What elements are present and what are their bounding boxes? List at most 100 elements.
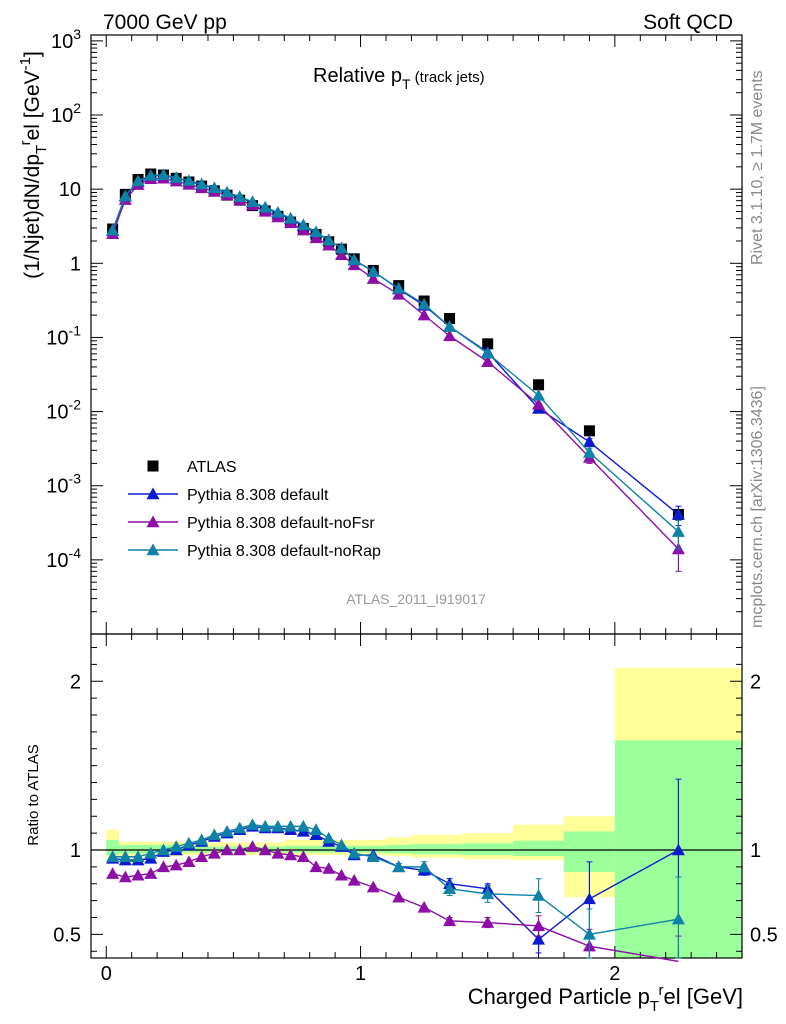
data-point bbox=[195, 177, 209, 190]
header-right: Soft QCD bbox=[643, 11, 733, 34]
legend-label: Pythia 8.308 default-noFsr bbox=[187, 515, 375, 532]
legend-marker bbox=[146, 543, 160, 556]
data-point bbox=[443, 914, 457, 927]
y-tick-label: 0.5 bbox=[53, 924, 81, 946]
data-point bbox=[258, 819, 272, 832]
analysis-label: ATLAS_2011_I919017 bbox=[346, 591, 486, 607]
legend: ATLAS Pythia 8.308 default Pythia 8.308 de… bbox=[128, 459, 381, 560]
data-point bbox=[671, 525, 685, 537]
data-point bbox=[443, 329, 457, 342]
legend-marker bbox=[146, 487, 160, 500]
y-tick-label: 102 bbox=[51, 100, 81, 127]
data-point bbox=[532, 932, 546, 945]
data-point bbox=[284, 819, 298, 832]
data-point bbox=[334, 241, 348, 254]
data-point bbox=[245, 840, 259, 852]
band-inner-bin bbox=[513, 840, 564, 856]
data-point bbox=[481, 355, 495, 367]
data-point bbox=[322, 831, 336, 844]
data-point bbox=[417, 297, 431, 310]
data-point bbox=[169, 858, 183, 871]
legend-label: Pythia 8.308 default-noRap bbox=[187, 543, 381, 560]
legend-marker bbox=[146, 515, 160, 528]
data-point bbox=[532, 919, 546, 932]
data-point bbox=[392, 860, 406, 873]
data-point bbox=[195, 850, 209, 862]
y-tick-label: 10-3 bbox=[46, 471, 81, 498]
data-point bbox=[258, 843, 272, 856]
data-point bbox=[245, 818, 259, 830]
main-y-label: (1/Njet)dN/dpTrel [GeV-1] bbox=[17, 51, 50, 279]
header-left: 7000 GeV pp bbox=[103, 11, 227, 34]
data-point bbox=[443, 882, 457, 895]
data-point bbox=[671, 507, 685, 520]
series-line bbox=[111, 177, 679, 550]
data-point bbox=[207, 828, 221, 841]
band-inner-bin bbox=[106, 839, 119, 856]
data-point bbox=[156, 860, 170, 873]
data-point bbox=[366, 850, 380, 862]
y-tick-label: 10-2 bbox=[46, 397, 81, 424]
y-tick-label-right: 1 bbox=[750, 840, 761, 862]
data-point bbox=[334, 868, 348, 881]
data-point bbox=[347, 253, 361, 265]
data-point bbox=[271, 846, 285, 859]
data-point bbox=[106, 867, 120, 879]
data-point bbox=[144, 867, 158, 879]
data-point bbox=[443, 320, 457, 332]
data-point bbox=[392, 287, 406, 300]
data-point bbox=[392, 890, 406, 903]
series-3 bbox=[106, 168, 685, 550]
data-point bbox=[182, 836, 196, 849]
text-layer: 7000 GeV pp Soft QCD Rivet 3.1.10, ≥ 1.7… bbox=[25, 11, 766, 846]
data-point bbox=[309, 823, 323, 835]
data-point bbox=[131, 868, 145, 881]
data-point bbox=[220, 824, 234, 837]
data-point bbox=[532, 397, 546, 410]
data-point bbox=[284, 211, 298, 224]
side-text-top: Rivet 3.1.10, ≥ 1.7M events bbox=[749, 70, 766, 265]
data-point bbox=[156, 168, 170, 181]
data-point bbox=[271, 205, 285, 218]
band-inner-bin bbox=[284, 845, 386, 853]
data-point bbox=[233, 190, 247, 202]
data-point bbox=[296, 819, 310, 832]
data-point bbox=[334, 838, 348, 851]
data-point bbox=[144, 846, 158, 859]
data-point bbox=[118, 850, 132, 862]
data-point bbox=[444, 313, 456, 325]
data-point bbox=[533, 379, 545, 391]
data-point bbox=[220, 185, 234, 198]
data-point bbox=[481, 346, 495, 359]
y-tick-label-right: 0.5 bbox=[750, 924, 778, 946]
data-point bbox=[169, 171, 183, 183]
data-point bbox=[144, 168, 158, 181]
data-point bbox=[366, 265, 380, 277]
band-inner-bin bbox=[411, 844, 463, 855]
data-point bbox=[347, 846, 361, 859]
data-point bbox=[417, 860, 431, 873]
ratio-series-1 bbox=[106, 840, 682, 963]
data-point bbox=[417, 900, 431, 913]
data-point bbox=[284, 848, 298, 861]
data-point bbox=[366, 272, 380, 284]
series-2 bbox=[106, 171, 685, 572]
y-tick-label: 10-1 bbox=[46, 322, 81, 349]
ratio-y-label: Ratio to ATLAS bbox=[25, 744, 42, 845]
data-point bbox=[220, 843, 234, 856]
data-point bbox=[347, 873, 361, 886]
data-point bbox=[309, 225, 323, 238]
y-tick-label: 10 bbox=[59, 179, 81, 201]
data-point bbox=[131, 174, 145, 187]
legend-label: Pythia 8.308 default bbox=[187, 487, 329, 504]
y-tick-label: 2 bbox=[70, 671, 81, 693]
data-point bbox=[296, 850, 310, 862]
series-line bbox=[111, 174, 679, 533]
data-point bbox=[309, 231, 323, 244]
x-axis-label: Charged Particle pTrel [GeV] bbox=[468, 982, 743, 1015]
data-point bbox=[532, 889, 546, 901]
data-point bbox=[233, 843, 247, 856]
data-point bbox=[582, 435, 596, 448]
